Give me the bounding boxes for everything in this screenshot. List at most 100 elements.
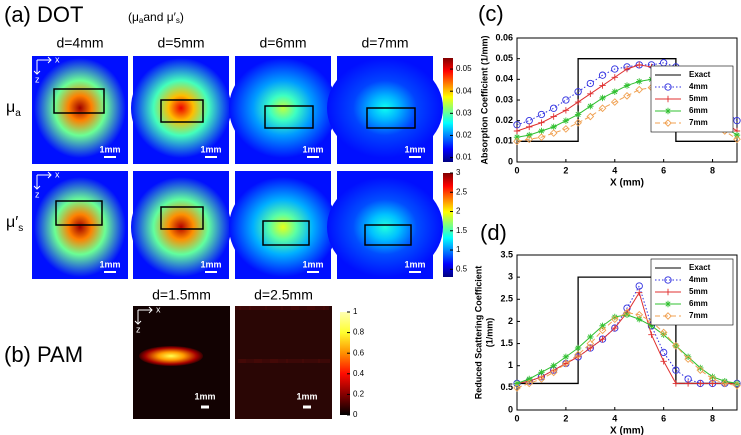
pam-noise xyxy=(297,306,303,310)
pam-noise xyxy=(303,306,309,310)
heatmap xyxy=(327,177,443,277)
pam-noise xyxy=(239,306,245,310)
marker xyxy=(733,135,741,144)
y-tick-label: 0.01 xyxy=(495,136,513,146)
marker xyxy=(610,98,619,106)
row-label: μ′s xyxy=(6,214,23,233)
pam-noise xyxy=(260,359,266,363)
scale-label: 1mm xyxy=(404,259,425,269)
panel-a-label: (a) DOT xyxy=(4,2,83,27)
colorbar-tick-label: 0.01 xyxy=(456,153,472,162)
legend-label: 5mm xyxy=(689,287,708,296)
y-tick-label: 1.5 xyxy=(500,338,513,348)
marker xyxy=(587,344,594,352)
pam-noise xyxy=(318,359,324,363)
chart-title: (d) xyxy=(480,220,507,245)
marker xyxy=(549,129,558,137)
colorbar-tick-label: 1 xyxy=(353,307,358,316)
subtitle-part: s xyxy=(176,16,180,25)
marker xyxy=(623,92,631,100)
pam-noise xyxy=(314,359,320,363)
x-tick-label: 4 xyxy=(612,165,617,175)
marker xyxy=(672,366,680,374)
subtitle-part: ) xyxy=(180,10,184,24)
y-axis-label: Reduced Scattering Coefficient xyxy=(473,266,483,400)
pam-noise xyxy=(244,359,250,363)
legend-label: 6mm xyxy=(689,106,708,115)
marker xyxy=(598,71,607,79)
heatmap xyxy=(229,177,337,277)
legend-label: 7mm xyxy=(689,311,708,320)
marker xyxy=(537,133,546,142)
pam-noise xyxy=(245,306,251,310)
marker xyxy=(526,375,533,383)
subtitle-part: (μ xyxy=(128,10,139,24)
y-tick-label: 0.05 xyxy=(495,53,513,63)
y-tick-label: 0.5 xyxy=(500,382,513,392)
orientation-arrows xyxy=(33,171,52,190)
marker xyxy=(648,322,655,330)
subtitle-part: and μ′ xyxy=(143,10,176,24)
pam-noise xyxy=(302,359,308,363)
y-tick-label: 1 xyxy=(508,360,513,370)
scale-label: 1mm xyxy=(194,391,215,401)
colorbar-tick-label: 0.04 xyxy=(456,86,472,95)
marker xyxy=(599,322,606,330)
marker xyxy=(611,74,618,81)
marker xyxy=(611,324,618,332)
pam-noise xyxy=(281,306,287,310)
marker xyxy=(672,380,680,387)
legend-marker xyxy=(664,276,672,284)
marker xyxy=(684,380,692,387)
pam-noise xyxy=(307,306,313,310)
marker xyxy=(574,98,582,106)
marker xyxy=(550,113,557,120)
axis-z-label: z xyxy=(35,74,40,84)
marker xyxy=(648,331,655,338)
marker xyxy=(537,110,546,119)
pam-noise xyxy=(324,359,330,363)
heatmap xyxy=(34,177,126,277)
legend-label: 4mm xyxy=(689,275,708,284)
colorbar-tick-label: 0.02 xyxy=(456,131,472,140)
marker xyxy=(636,78,643,85)
x-tick-label: 0 xyxy=(514,165,519,175)
series-line xyxy=(517,58,737,142)
y-tick-label: 0 xyxy=(508,156,513,166)
x-tick-label: 8 xyxy=(710,413,715,423)
axis-x-label: x xyxy=(55,54,60,64)
marker xyxy=(659,328,668,337)
marker xyxy=(538,119,545,126)
marker xyxy=(562,96,570,104)
colorbar-tick-label: 0.2 xyxy=(353,390,365,399)
marker xyxy=(623,82,631,89)
marker xyxy=(636,316,643,323)
y-tick-label: 3.5 xyxy=(500,249,513,259)
pam-noise xyxy=(277,306,283,310)
colorbar-tick-label: 0.4 xyxy=(353,369,365,378)
marker xyxy=(635,282,643,290)
marker xyxy=(708,375,717,383)
x-tick-label: 6 xyxy=(661,165,666,175)
colorbar-tick-label: 1 xyxy=(456,245,461,254)
row-label-part: μ′ xyxy=(6,214,18,231)
marker xyxy=(538,127,545,135)
marker xyxy=(733,117,741,125)
marker xyxy=(599,94,606,102)
marker xyxy=(574,350,582,359)
pam-noise xyxy=(276,359,282,363)
marker xyxy=(574,88,582,96)
pam-noise xyxy=(271,306,277,310)
legend-marker xyxy=(664,300,672,308)
scale-label: 1mm xyxy=(200,144,221,154)
marker xyxy=(660,358,667,365)
heatmap xyxy=(131,177,231,277)
legend-label: 6mm xyxy=(689,299,708,308)
pam-noise xyxy=(298,359,304,363)
pam-noise xyxy=(235,306,241,310)
axis-x-label: x xyxy=(55,169,60,179)
axis-z-label: z xyxy=(136,324,141,334)
colorbar-tick-label: 3 xyxy=(456,168,461,177)
heatmap xyxy=(229,58,337,158)
colorbar-tick-label: 1.5 xyxy=(456,226,468,235)
